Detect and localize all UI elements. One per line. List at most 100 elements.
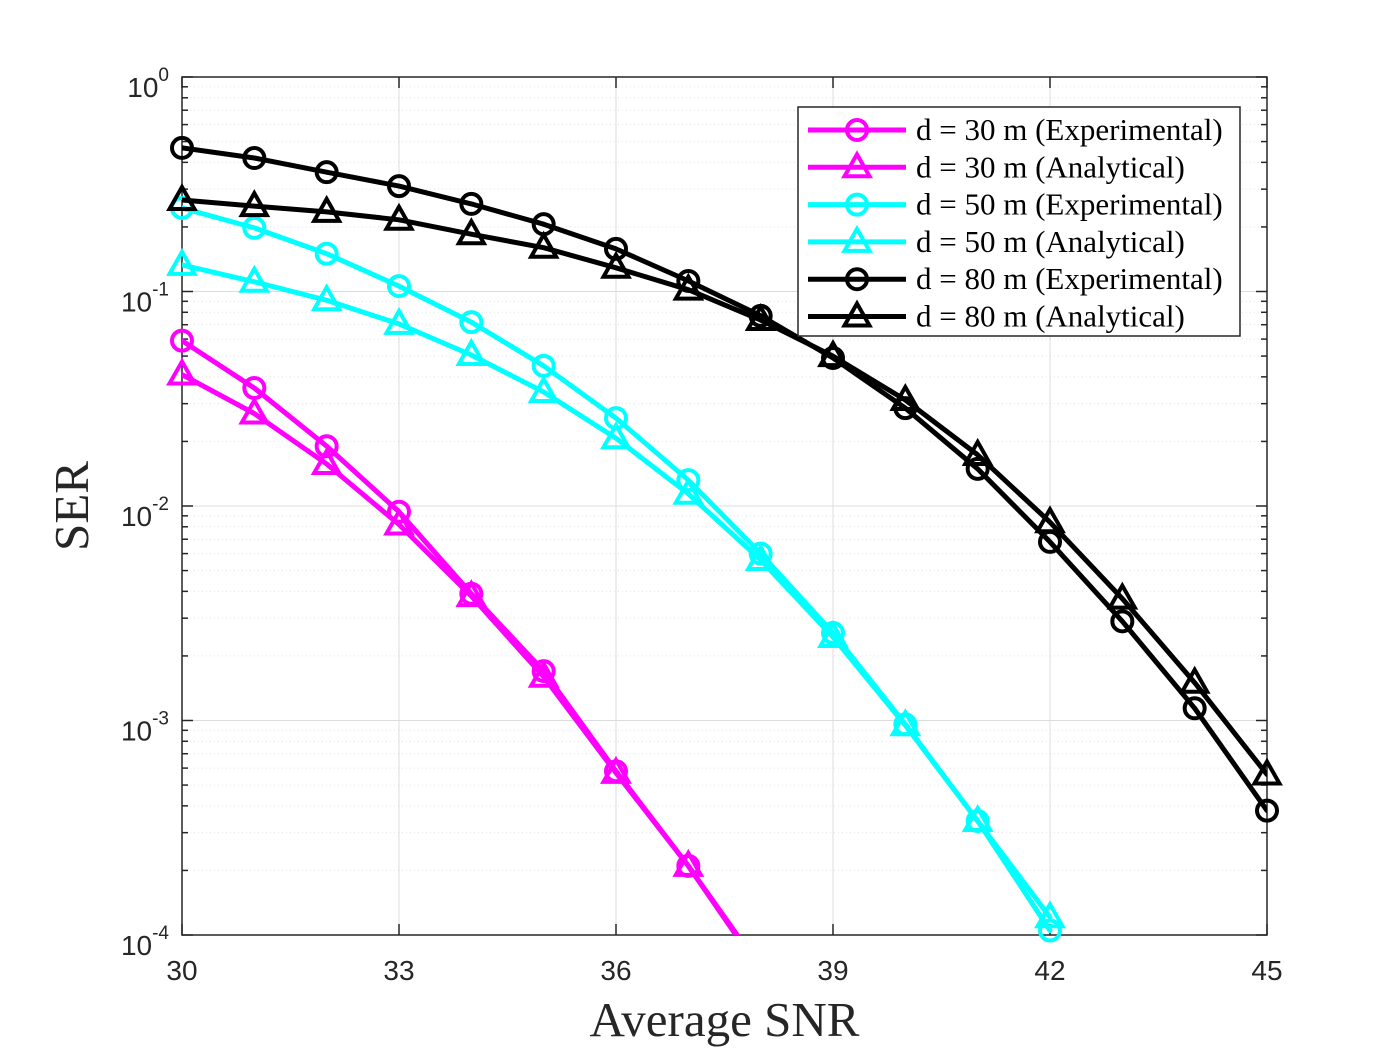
data-point-d-30-m-analytical-3 <box>310 446 343 475</box>
series-d-80-m-analytical <box>166 182 1283 786</box>
legend-label: d = 30 m (Experimental) <box>916 112 1223 147</box>
legend-item-d-50-m-experimental: d = 50 m (Experimental) <box>808 187 1223 222</box>
data-point-d-30-m-experimental-1 <box>170 328 194 353</box>
legend-box <box>797 106 1241 337</box>
legend-triangle-marker <box>841 150 873 179</box>
legend-label: d = 30 m (Analytical) <box>916 149 1185 184</box>
data-point-d-30-m-experimental-3 <box>314 434 339 459</box>
grid-lines <box>181 76 1268 936</box>
y-tick-base: 10 <box>121 716 152 747</box>
data-point-d-80-m-analytical-16 <box>1251 757 1283 786</box>
legend-item-d-80-m-experimental: d = 80 m (Experimental) <box>808 261 1223 296</box>
x-tick-label: 45 <box>1251 955 1282 986</box>
series-d-50-m-analytical <box>166 247 1066 929</box>
y-tick-label: 10-3 <box>121 709 169 747</box>
data-point-d-80-m-experimental-15 <box>1182 696 1207 721</box>
x-tick-label: 39 <box>817 955 848 986</box>
data-point-d-80-m-analytical-1 <box>166 182 198 212</box>
data-point-d-80-m-analytical-10 <box>817 339 849 368</box>
legend-label: d = 50 m (Analytical) <box>916 224 1185 259</box>
data-point-d-50-m-analytical-8 <box>672 476 705 505</box>
y-tick-base: 10 <box>121 930 152 961</box>
data-point-d-50-m-analytical-6 <box>527 374 560 403</box>
legend-label: d = 80 m (Analytical) <box>916 299 1185 334</box>
data-point-d-80-m-analytical-11 <box>889 382 922 412</box>
x-tick-label: 36 <box>600 955 631 986</box>
data-point-d-80-m-experimental-5 <box>459 191 484 216</box>
data-point-d-30-m-analytical-6 <box>527 659 560 688</box>
data-point-d-50-m-experimental-5 <box>459 310 484 335</box>
y-tick-label: 10-2 <box>121 494 169 532</box>
data-point-d-30-m-analytical-4 <box>383 507 415 536</box>
data-point-d-50-m-experimental-3 <box>314 241 339 266</box>
x-tick-label: 33 <box>383 955 414 986</box>
y-tick-exponent: -1 <box>152 280 169 301</box>
data-point-d-80-m-experimental-14 <box>1110 609 1135 634</box>
y-tick-base: 10 <box>127 72 158 103</box>
legend-item-d-50-m-analytical: d = 50 m (Analytical) <box>808 224 1185 259</box>
data-point-d-50-m-analytical-12 <box>961 803 994 832</box>
legend-circle-marker <box>845 192 869 217</box>
x-tick-label: 30 <box>166 955 197 986</box>
legend-triangle-marker <box>841 299 873 328</box>
legend-item-d-30-m-analytical: d = 30 m (Analytical) <box>808 149 1185 184</box>
data-point-d-50-m-experimental-2 <box>242 215 267 240</box>
data-point-d-80-m-experimental-3 <box>314 160 339 185</box>
series-d-30-m-analytical <box>166 357 739 935</box>
x-tick-labels: 30 33 36 39 42 45 <box>166 955 1282 986</box>
y-tick-exponent: 0 <box>158 65 169 86</box>
legend-circle-marker <box>845 118 869 142</box>
data-point-d-50-m-analytical-4 <box>383 306 415 335</box>
data-point-d-30-m-analytical-2 <box>238 396 271 425</box>
series-line-d-80-m-analytical <box>182 197 1267 777</box>
data-point-d-50-m-analytical-9 <box>744 542 777 572</box>
data-point-d-50-m-experimental-8 <box>676 468 701 493</box>
series-layer <box>166 135 1283 943</box>
data-point-d-50-m-experimental-13 <box>1038 918 1062 943</box>
data-point-d-80-m-analytical-3 <box>310 194 343 223</box>
data-point-d-80-m-experimental-16 <box>1255 798 1279 823</box>
data-point-d-80-m-analytical-12 <box>961 437 994 466</box>
data-point-d-50-m-analytical-2 <box>238 264 271 293</box>
data-point-d-80-m-analytical-13 <box>1034 505 1066 534</box>
data-point-d-30-m-analytical-7 <box>600 755 632 784</box>
data-point-d-50-m-analytical-5 <box>455 337 488 366</box>
y-tick-base: 10 <box>121 501 152 532</box>
y-tick-exponent: -4 <box>152 923 169 944</box>
data-point-d-50-m-analytical-11 <box>889 708 922 737</box>
data-point-d-80-m-experimental-2 <box>242 146 267 171</box>
data-point-d-80-m-analytical-9 <box>744 303 777 332</box>
legend-label: d = 80 m (Experimental) <box>916 261 1223 296</box>
y-tick-exponent: -3 <box>152 709 169 730</box>
y-tick-label: 100 <box>127 65 169 103</box>
data-point-d-50-m-analytical-13 <box>1034 900 1066 929</box>
y-tick-base: 10 <box>121 287 152 318</box>
x-tick-label: 42 <box>1034 955 1065 986</box>
data-point-d-50-m-analytical-7 <box>600 421 632 450</box>
legend-item-d-30-m-experimental: d = 30 m (Experimental) <box>808 112 1223 147</box>
series-line-d-50-m-analytical <box>182 262 1053 920</box>
data-point-d-50-m-analytical-1 <box>166 247 198 276</box>
data-point-d-80-m-analytical-7 <box>600 250 632 279</box>
data-point-d-50-m-analytical-3 <box>310 283 343 312</box>
series-line-d-30-m-experimental <box>182 338 741 935</box>
data-point-d-80-m-experimental-7 <box>604 236 628 261</box>
data-point-d-80-m-analytical-8 <box>672 272 705 301</box>
data-point-d-80-m-analytical-4 <box>383 202 415 231</box>
data-point-d-80-m-analytical-6 <box>527 230 560 259</box>
data-point-d-30-m-analytical-1 <box>166 357 198 386</box>
legend-item-d-80-m-analytical: d = 80 m (Analytical) <box>808 299 1185 334</box>
data-point-d-50-m-experimental-4 <box>387 274 411 299</box>
data-point-d-80-m-experimental-1 <box>170 135 194 160</box>
series-line-d-30-m-analytical <box>182 372 739 935</box>
data-point-d-50-m-analytical-10 <box>817 619 849 649</box>
data-point-d-80-m-experimental-4 <box>387 174 411 199</box>
data-point-d-80-m-experimental-12 <box>965 456 990 481</box>
data-point-d-80-m-analytical-2 <box>238 189 271 218</box>
legend-label: d = 50 m (Experimental) <box>916 187 1223 222</box>
y-axis-label: SER <box>44 461 99 551</box>
data-point-d-80-m-analytical-15 <box>1178 665 1211 694</box>
